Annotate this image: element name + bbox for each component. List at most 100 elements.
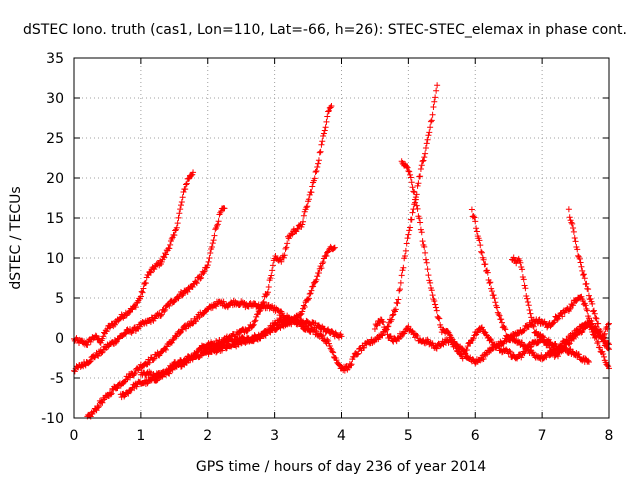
data-point <box>600 350 607 357</box>
y-tick-label: 0 <box>55 331 64 347</box>
data-point <box>569 348 576 355</box>
data-point <box>605 321 612 328</box>
data-point <box>408 179 415 186</box>
data-point <box>453 345 460 352</box>
data-point <box>206 347 213 354</box>
data-point <box>315 269 322 276</box>
data-point <box>405 323 412 330</box>
data-point <box>593 334 600 341</box>
data-point <box>534 340 541 347</box>
data-point <box>299 221 306 228</box>
data-point <box>259 299 266 306</box>
data-point <box>482 329 489 336</box>
y-tick-label: 10 <box>46 251 64 267</box>
series-arc-k <box>565 206 612 353</box>
data-point <box>444 328 451 335</box>
data-point <box>594 340 601 347</box>
data-point <box>208 244 215 251</box>
data-point <box>385 323 392 330</box>
x-tick-label: 2 <box>203 428 212 444</box>
data-point <box>268 326 275 333</box>
data-point <box>406 227 413 234</box>
data-point <box>220 298 227 305</box>
data-point <box>418 162 425 169</box>
data-point <box>125 390 132 397</box>
data-point <box>428 287 435 294</box>
data-point <box>521 326 528 333</box>
data-point <box>177 206 184 213</box>
data-point <box>373 322 380 329</box>
data-point <box>571 235 578 242</box>
data-point <box>585 292 592 299</box>
data-point <box>306 291 313 298</box>
data-point <box>395 296 402 303</box>
data-point <box>404 164 411 171</box>
data-point <box>403 163 410 170</box>
series-arc-j <box>509 254 592 365</box>
data-point <box>407 224 414 231</box>
data-point <box>132 304 139 311</box>
data-point <box>590 307 597 314</box>
data-point <box>566 214 573 221</box>
data-point <box>520 276 527 283</box>
data-point <box>146 359 153 366</box>
data-point <box>312 168 319 175</box>
data-point <box>477 242 484 249</box>
data-point <box>147 369 154 376</box>
data-point <box>575 351 582 358</box>
data-point <box>529 322 536 329</box>
data-point <box>341 367 348 374</box>
data-point <box>211 232 218 239</box>
data-point <box>213 222 220 229</box>
data-point <box>382 327 389 334</box>
data-point <box>398 272 405 279</box>
data-point <box>379 332 386 339</box>
data-point <box>605 340 612 347</box>
data-point <box>420 157 427 164</box>
data-point <box>595 320 602 327</box>
data-point <box>147 318 154 325</box>
data-point <box>137 323 144 330</box>
data-point <box>218 342 225 349</box>
data-point <box>487 279 494 286</box>
data-point <box>412 196 419 203</box>
data-point <box>573 297 580 304</box>
data-point <box>221 205 228 212</box>
data-point <box>173 224 180 231</box>
data-point <box>451 340 458 347</box>
data-point <box>371 325 378 332</box>
data-point <box>361 344 368 351</box>
data-point <box>578 329 585 336</box>
y-tick-label: 5 <box>55 291 64 307</box>
data-point <box>436 315 443 322</box>
data-point <box>547 339 554 346</box>
data-point <box>492 299 499 306</box>
data-point <box>491 295 498 302</box>
data-point <box>315 322 322 329</box>
data-point <box>425 132 432 139</box>
data-point <box>480 256 487 263</box>
data-point <box>593 315 600 322</box>
data-point <box>323 118 330 125</box>
data-point <box>167 365 174 372</box>
data-point <box>574 246 581 253</box>
data-point <box>483 351 490 358</box>
data-point <box>309 183 316 190</box>
data-point <box>568 219 575 226</box>
data-point <box>405 167 412 174</box>
data-point <box>431 98 438 105</box>
data-point <box>473 225 480 232</box>
data-point <box>470 335 477 342</box>
data-point <box>289 231 296 238</box>
plot-area <box>71 82 612 420</box>
data-point <box>278 315 285 322</box>
data-point <box>288 321 295 328</box>
data-point <box>318 265 325 272</box>
data-point <box>176 210 183 217</box>
data-point <box>320 130 327 137</box>
data-point <box>389 312 396 319</box>
data-point <box>315 157 322 164</box>
data-point <box>303 204 310 211</box>
data-point <box>193 279 200 286</box>
data-point <box>325 107 332 114</box>
